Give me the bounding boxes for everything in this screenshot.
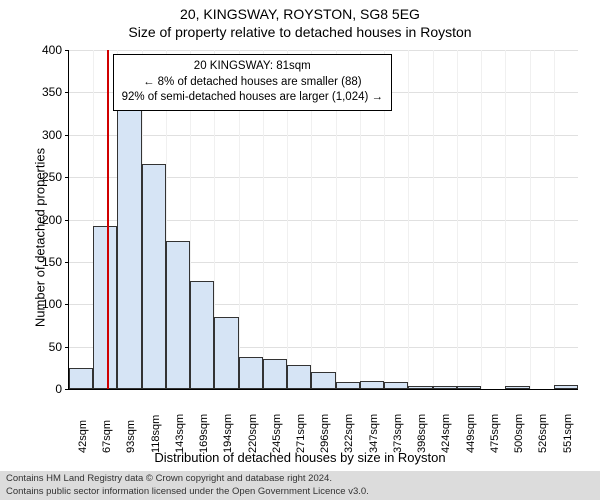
x-tick-label: 424sqm xyxy=(440,414,452,453)
histogram-bar xyxy=(384,382,408,389)
annotation-box: 20 KINGSWAY: 81sqm ← 8% of detached hous… xyxy=(113,54,392,111)
histogram-bar xyxy=(287,365,311,389)
histogram-bar xyxy=(360,381,384,389)
histogram-bar xyxy=(190,281,214,389)
chart-plot-area: 20 KINGSWAY: 81sqm ← 8% of detached hous… xyxy=(68,50,578,390)
histogram-bar xyxy=(336,382,360,389)
x-tick-label: 449sqm xyxy=(465,414,477,453)
x-tick-label: 42sqm xyxy=(77,420,89,453)
x-tick-label: 398sqm xyxy=(416,414,428,453)
annotation-line-3: 92% of semi-detached houses are larger (… xyxy=(122,90,383,106)
address-title: 20, KINGSWAY, ROYSTON, SG8 5EG xyxy=(0,6,600,22)
histogram-bar xyxy=(457,386,481,389)
histogram-bar xyxy=(93,226,117,389)
x-tick-label: 67sqm xyxy=(101,420,113,453)
histogram-bar xyxy=(239,357,263,389)
x-tick-label: 373sqm xyxy=(392,414,404,453)
y-tick-label: 50 xyxy=(22,340,62,354)
histogram-bar xyxy=(69,368,93,389)
y-axis-label: Number of detached properties xyxy=(33,108,48,368)
x-tick-label: 93sqm xyxy=(125,420,137,453)
y-tick-label: 400 xyxy=(22,43,62,57)
x-tick-label: 500sqm xyxy=(513,414,525,453)
x-tick-label: 245sqm xyxy=(271,414,283,453)
histogram-bar xyxy=(311,372,335,389)
y-tick-label: 0 xyxy=(22,382,62,396)
x-tick-label: 347sqm xyxy=(368,414,380,453)
x-tick-label: 526sqm xyxy=(537,414,549,453)
footer-line-1: Contains HM Land Registry data © Crown c… xyxy=(6,473,594,485)
x-axis-label: Distribution of detached houses by size … xyxy=(0,450,600,465)
x-tick-label: 296sqm xyxy=(319,414,331,453)
footer-attribution: Contains HM Land Registry data © Crown c… xyxy=(0,471,600,500)
chart-subtitle: Size of property relative to detached ho… xyxy=(0,24,600,40)
histogram-bar xyxy=(433,386,457,389)
histogram-bar xyxy=(214,317,238,389)
footer-line-2: Contains public sector information licen… xyxy=(6,486,594,498)
histogram-bar xyxy=(142,164,166,389)
y-tick-label: 350 xyxy=(22,85,62,99)
x-tick-label: 118sqm xyxy=(150,415,162,453)
x-tick-label: 220sqm xyxy=(247,414,259,453)
histogram-bar xyxy=(408,386,432,389)
y-tick-label: 150 xyxy=(22,255,62,269)
y-tick-label: 250 xyxy=(22,170,62,184)
annotation-line-2: ← 8% of detached houses are smaller (88) xyxy=(122,75,383,91)
x-tick-label: 322sqm xyxy=(343,414,355,453)
histogram-bar xyxy=(263,359,287,389)
x-tick-label: 551sqm xyxy=(562,414,574,453)
histogram-bar xyxy=(166,241,190,389)
x-tick-label: 271sqm xyxy=(295,414,307,453)
histogram-bar xyxy=(117,105,141,389)
histogram-bar xyxy=(554,385,578,389)
y-tick-label: 200 xyxy=(22,213,62,227)
annotation-line-1: 20 KINGSWAY: 81sqm xyxy=(122,59,383,75)
y-tick-label: 100 xyxy=(22,297,62,311)
y-tick-label: 300 xyxy=(22,128,62,142)
x-tick-label: 143sqm xyxy=(174,414,186,453)
property-marker-line xyxy=(107,50,109,389)
x-tick-label: 194sqm xyxy=(222,414,234,453)
histogram-bar xyxy=(505,386,529,389)
x-tick-label: 169sqm xyxy=(198,414,210,453)
x-tick-label: 475sqm xyxy=(489,414,501,453)
